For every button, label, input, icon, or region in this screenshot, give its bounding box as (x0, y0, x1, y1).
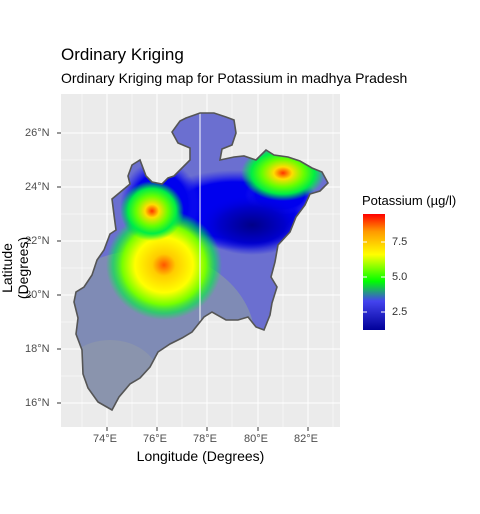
y-tick-label: 24°N (25, 181, 50, 193)
hotspot-ujjain (120, 181, 184, 241)
axis-ticks (57, 132, 309, 431)
chart-title: Ordinary Kriging (61, 45, 184, 64)
x-axis-label: Longitude (Degrees) (136, 448, 265, 464)
state-boundary (73, 112, 329, 412)
x-tick-label: 78°E (193, 433, 217, 445)
x-tick-label: 74°E (93, 433, 117, 445)
y-tick-label: 18°N (25, 343, 50, 355)
y-tick-label: 26°N (25, 127, 50, 139)
legend-colorbar (363, 214, 385, 330)
legend-tick-label: 7.5 (392, 236, 408, 248)
x-tick-label: 76°E (143, 433, 167, 445)
legend-tick-label: 2.5 (392, 306, 408, 318)
y-axis-label: Latitude (Degrees) (0, 236, 31, 300)
y-tick-label: 22°N (25, 235, 50, 247)
chart-subtitle: Ordinary Kriging map for Potassium in ma… (61, 70, 408, 86)
x-tick-label: 82°E (294, 433, 318, 445)
y-tick-label: 16°N (25, 397, 50, 409)
legend-title: Potassium (µg/l) (362, 193, 457, 208)
hotspot-indore (106, 210, 222, 320)
legend-tick-marks (363, 241, 385, 313)
x-tick-label: 80°E (244, 433, 268, 445)
legend-tick-label: 5.0 (392, 271, 408, 283)
y-tick-label: 20°N (25, 289, 50, 301)
